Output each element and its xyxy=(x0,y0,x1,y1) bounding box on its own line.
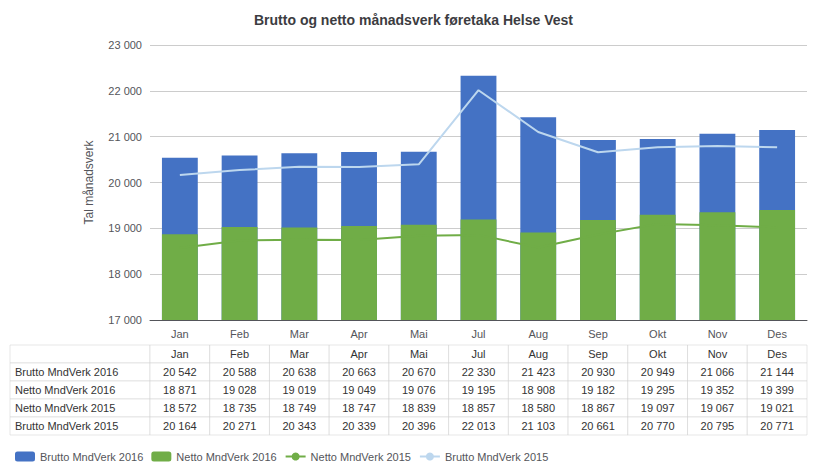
svg-text:19 028: 19 028 xyxy=(223,384,257,396)
svg-text:21 103: 21 103 xyxy=(521,420,555,432)
svg-text:Feb: Feb xyxy=(230,328,249,340)
svg-text:Tal månadsverk: Tal månadsverk xyxy=(82,139,96,224)
svg-text:Feb: Feb xyxy=(230,348,249,360)
svg-text:18 867: 18 867 xyxy=(581,402,615,414)
svg-text:21 000: 21 000 xyxy=(108,131,142,143)
svg-text:20 271: 20 271 xyxy=(223,420,257,432)
svg-text:Mai: Mai xyxy=(410,348,428,360)
svg-text:22 000: 22 000 xyxy=(108,85,142,97)
svg-text:21 423: 21 423 xyxy=(521,366,555,378)
svg-text:19 352: 19 352 xyxy=(701,384,735,396)
svg-text:20 770: 20 770 xyxy=(641,420,675,432)
svg-text:Jan: Jan xyxy=(171,328,189,340)
svg-text:18 908: 18 908 xyxy=(521,384,555,396)
svg-text:19 000: 19 000 xyxy=(108,222,142,234)
svg-text:20 542: 20 542 xyxy=(163,366,197,378)
svg-text:18 871: 18 871 xyxy=(163,384,197,396)
svg-text:Des: Des xyxy=(767,348,787,360)
svg-text:18 572: 18 572 xyxy=(163,402,197,414)
svg-text:21 144: 21 144 xyxy=(760,366,794,378)
svg-text:19 067: 19 067 xyxy=(701,402,735,414)
svg-text:19 021: 19 021 xyxy=(760,402,794,414)
svg-text:Mai: Mai xyxy=(410,328,428,340)
svg-text:22 013: 22 013 xyxy=(462,420,496,432)
svg-text:17 000: 17 000 xyxy=(108,314,142,326)
svg-text:20 663: 20 663 xyxy=(342,366,376,378)
svg-text:19 295: 19 295 xyxy=(641,384,675,396)
svg-text:20 795: 20 795 xyxy=(701,420,735,432)
svg-text:20 670: 20 670 xyxy=(402,366,436,378)
svg-text:18 839: 18 839 xyxy=(402,402,436,414)
svg-text:Aug: Aug xyxy=(528,348,548,360)
svg-text:18 735: 18 735 xyxy=(223,402,257,414)
svg-text:19 182: 19 182 xyxy=(581,384,615,396)
svg-text:20 339: 20 339 xyxy=(342,420,376,432)
svg-text:Sep: Sep xyxy=(588,348,608,360)
svg-text:18 580: 18 580 xyxy=(521,402,555,414)
svg-text:20 949: 20 949 xyxy=(641,366,675,378)
svg-text:20 396: 20 396 xyxy=(402,420,436,432)
svg-text:Netto MndVerk 2015: Netto MndVerk 2015 xyxy=(15,402,115,414)
svg-text:Netto MndVerk 2015: Netto MndVerk 2015 xyxy=(311,451,411,463)
svg-text:20 343: 20 343 xyxy=(282,420,316,432)
svg-text:Okt: Okt xyxy=(649,328,666,340)
svg-text:Netto MndVerk 2016: Netto MndVerk 2016 xyxy=(15,384,115,396)
svg-text:21 066: 21 066 xyxy=(701,366,735,378)
svg-text:Aug: Aug xyxy=(528,328,548,340)
svg-text:18 749: 18 749 xyxy=(282,402,316,414)
svg-text:20 638: 20 638 xyxy=(282,366,316,378)
svg-text:19 195: 19 195 xyxy=(462,384,496,396)
svg-text:Mar: Mar xyxy=(290,348,309,360)
svg-text:Nov: Nov xyxy=(708,328,728,340)
svg-text:22 330: 22 330 xyxy=(462,366,496,378)
svg-text:Brutto MndVerk 2016: Brutto MndVerk 2016 xyxy=(40,451,143,463)
svg-text:23 000: 23 000 xyxy=(108,39,142,51)
svg-text:Mar: Mar xyxy=(290,328,309,340)
svg-text:18 000: 18 000 xyxy=(108,268,142,280)
svg-text:18 857: 18 857 xyxy=(462,402,496,414)
svg-text:Brutto MndVerk 2016: Brutto MndVerk 2016 xyxy=(15,366,118,378)
svg-text:19 097: 19 097 xyxy=(641,402,675,414)
svg-text:19 019: 19 019 xyxy=(282,384,316,396)
svg-text:20 588: 20 588 xyxy=(223,366,257,378)
svg-text:Brutto MndVerk 2015: Brutto MndVerk 2015 xyxy=(445,451,548,463)
svg-text:18 747: 18 747 xyxy=(342,402,376,414)
svg-text:Des: Des xyxy=(767,328,787,340)
svg-text:Jul: Jul xyxy=(471,348,485,360)
svg-text:20 164: 20 164 xyxy=(163,420,197,432)
svg-text:Nov: Nov xyxy=(708,348,728,360)
svg-text:Apr: Apr xyxy=(350,328,367,340)
svg-text:Brutto og netto månadsverk før: Brutto og netto månadsverk føretaka Hels… xyxy=(254,12,573,28)
svg-text:Jan: Jan xyxy=(171,348,189,360)
svg-text:20 771: 20 771 xyxy=(760,420,794,432)
svg-text:Sep: Sep xyxy=(588,328,608,340)
svg-text:19 399: 19 399 xyxy=(760,384,794,396)
svg-text:Apr: Apr xyxy=(350,348,367,360)
svg-text:Brutto MndVerk 2015: Brutto MndVerk 2015 xyxy=(15,420,118,432)
svg-text:Okt: Okt xyxy=(649,348,666,360)
svg-text:20 661: 20 661 xyxy=(581,420,615,432)
svg-text:Netto MndVerk 2016: Netto MndVerk 2016 xyxy=(176,451,276,463)
svg-text:20 000: 20 000 xyxy=(108,177,142,189)
svg-text:Jul: Jul xyxy=(471,328,485,340)
svg-text:20 930: 20 930 xyxy=(581,366,615,378)
svg-text:19 076: 19 076 xyxy=(402,384,436,396)
svg-text:19 049: 19 049 xyxy=(342,384,376,396)
